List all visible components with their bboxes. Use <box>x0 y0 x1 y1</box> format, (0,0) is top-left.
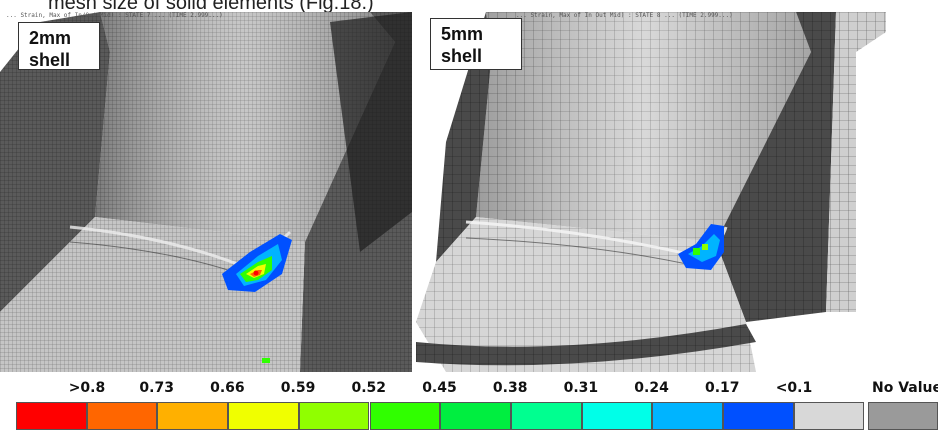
simulation-panel-2mm: ... Strain, Max of In/Out Mid) : STATE 7… <box>0 12 412 372</box>
tag-line-type: shell <box>29 50 71 70</box>
left-side-wall <box>0 12 110 312</box>
panel-header-text: ... Strain, Max of In/Out Mid) : STATE 7… <box>6 12 223 19</box>
legend-swatch <box>86 402 158 430</box>
panel-header-text: ... Strain, Max of In Out Mid) : STATE 8… <box>516 12 733 19</box>
strain-hotspot-5mm <box>678 224 724 270</box>
legend-label: >0.8 <box>68 380 106 396</box>
legend-swatch-no-value <box>868 402 938 430</box>
legend-swatch <box>793 402 865 430</box>
left-side-wall <box>436 12 491 262</box>
legend-swatch <box>228 402 299 430</box>
tag-line-size: 5mm <box>441 24 484 44</box>
legend-label: <0.1 <box>775 380 813 396</box>
right-flange <box>826 12 886 312</box>
figure-caption: mesh size of solid elements (Fig.18.) <box>48 0 374 14</box>
legend-label: 0.24 <box>634 380 669 396</box>
legend-swatch <box>581 402 653 430</box>
legend-label: 0.73 <box>139 380 174 396</box>
legend-label-no-value: No Value <box>872 380 938 396</box>
color-legend: >0.8 0.73 0.66 0.59 0.52 0.45 0.38 0.31 0.24 0.17… <box>0 380 938 430</box>
legend-label: 0.66 <box>210 380 245 396</box>
mesh-size-tag-2mm: 2mm shell <box>18 22 100 70</box>
legend-swatch <box>440 402 511 430</box>
legend-label: 0.52 <box>351 380 387 396</box>
legend-swatch <box>16 402 87 430</box>
legend-swatch <box>157 402 229 430</box>
simulation-panel-5mm: ... Strain, Max of In Out Mid) : STATE 8… <box>416 12 938 372</box>
mesh-size-tag-5mm: 5mm shell <box>430 18 522 70</box>
mesh-render-2mm <box>0 12 412 372</box>
legend-swatch <box>298 402 370 430</box>
legend-swatch <box>510 402 582 430</box>
legend-label: 0.17 <box>705 380 740 396</box>
legend-label: 0.45 <box>422 380 457 396</box>
tag-line-type: shell <box>441 46 483 66</box>
right-side-wall <box>716 12 836 322</box>
strain-hotspot-2mm <box>222 234 292 292</box>
floor <box>0 217 305 372</box>
tag-line-size: 2mm <box>29 28 72 48</box>
legend-swatch <box>723 402 794 430</box>
legend-label: 0.38 <box>492 380 528 396</box>
legend-swatch <box>652 402 723 430</box>
legend-label: 0.59 <box>280 380 316 396</box>
mesh-render-5mm <box>416 12 886 372</box>
legend-label: 0.31 <box>563 380 599 396</box>
floor <box>416 217 756 372</box>
legend-swatch <box>369 402 441 430</box>
